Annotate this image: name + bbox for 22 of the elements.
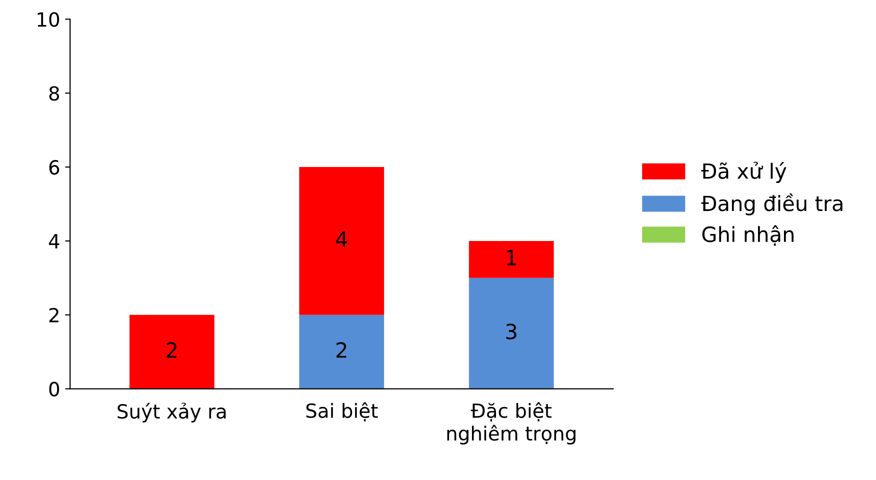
y-tick-label: 10 — [38, 12, 60, 27]
data-label: 2 — [336, 342, 346, 358]
y-tick-label: 4 — [48, 234, 60, 248]
bar — [299, 167, 384, 315]
y-tick-label: 8 — [49, 86, 60, 101]
y-tick-label: 0 — [49, 382, 60, 396]
bar — [468, 278, 554, 389]
legend-label: Đang điều tra — [701, 193, 842, 216]
bar — [299, 314, 384, 389]
legend-label: Đã xử lý — [701, 162, 786, 183]
data-label: 2 — [166, 342, 176, 358]
bar — [468, 240, 554, 278]
x-tick-label: Suýt xảy ra — [118, 402, 226, 422]
legend-label: Ghi nhận — [702, 225, 794, 246]
data-label: 1 — [507, 250, 516, 266]
y-tick-label: 6 — [49, 160, 60, 175]
x-tick-label: Sai biệt — [306, 402, 378, 422]
y-tick-label: 2 — [49, 308, 58, 322]
bar — [129, 314, 214, 389]
x-tick-label: Đặc biệt nghiêm trọng — [447, 402, 576, 445]
data-label: 4 — [336, 232, 348, 247]
data-label: 3 — [506, 324, 516, 340]
